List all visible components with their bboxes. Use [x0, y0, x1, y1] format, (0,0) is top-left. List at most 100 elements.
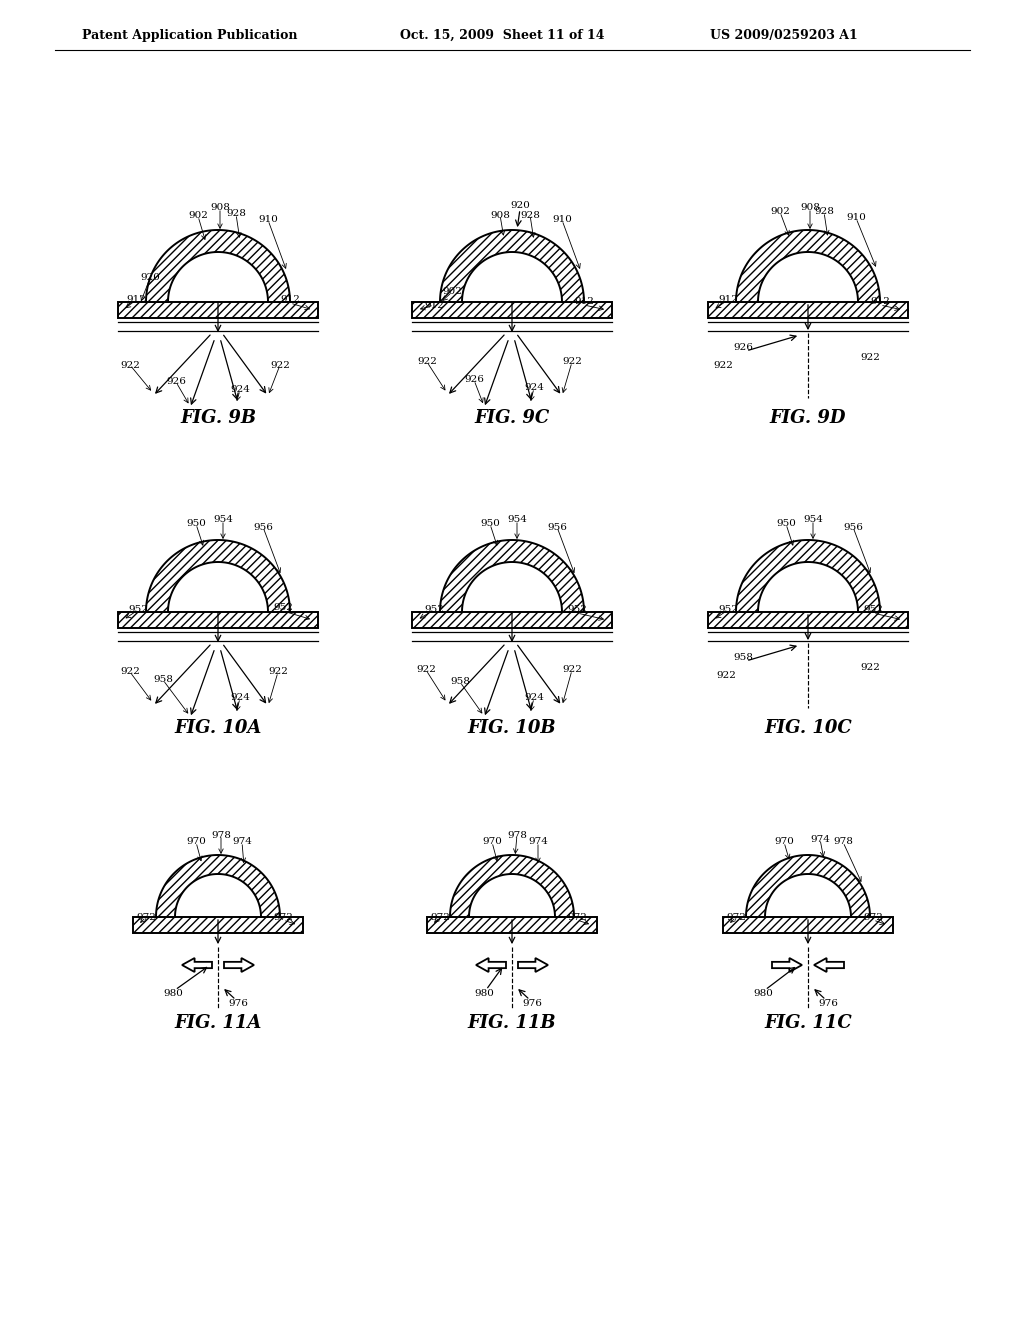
Text: 924: 924: [230, 385, 250, 395]
Text: 910: 910: [846, 214, 866, 223]
Polygon shape: [224, 958, 254, 972]
Text: FIG. 11B: FIG. 11B: [468, 1014, 556, 1032]
Text: 926: 926: [166, 378, 186, 387]
Bar: [708, 302, 908, 318]
Text: 922: 922: [860, 354, 880, 363]
Text: 974: 974: [232, 837, 252, 846]
Text: 972: 972: [567, 912, 587, 921]
Text: 902: 902: [188, 211, 208, 220]
Polygon shape: [736, 540, 880, 612]
Polygon shape: [182, 958, 212, 972]
Text: 958: 958: [733, 653, 753, 663]
Text: 922: 922: [860, 664, 880, 672]
Text: 902: 902: [770, 207, 790, 216]
Bar: [708, 612, 908, 628]
Text: 922: 922: [716, 672, 736, 681]
Text: FIG. 10C: FIG. 10C: [764, 719, 852, 737]
Text: 912: 912: [280, 296, 300, 305]
Text: 902: 902: [442, 288, 462, 297]
Text: 952: 952: [424, 606, 444, 615]
Text: 956: 956: [547, 523, 567, 532]
Text: 928: 928: [814, 207, 834, 216]
Text: 908: 908: [210, 203, 230, 213]
Text: 924: 924: [524, 384, 544, 392]
Text: 922: 922: [416, 665, 436, 675]
Polygon shape: [518, 958, 548, 972]
Text: 950: 950: [776, 520, 796, 528]
Text: 912: 912: [126, 296, 146, 305]
Text: 924: 924: [524, 693, 544, 702]
Text: 980: 980: [474, 989, 494, 998]
Text: 950: 950: [480, 520, 500, 528]
Text: 976: 976: [522, 998, 542, 1007]
Text: FIG. 10B: FIG. 10B: [468, 719, 556, 737]
Text: 912: 912: [718, 296, 738, 305]
Polygon shape: [476, 958, 506, 972]
Text: 958: 958: [153, 676, 173, 685]
Text: 926: 926: [733, 343, 753, 352]
Text: Patent Application Publication: Patent Application Publication: [82, 29, 298, 41]
Text: 972: 972: [273, 912, 293, 921]
Text: 910: 910: [258, 215, 278, 224]
Bar: [133, 917, 303, 933]
Text: 920: 920: [510, 202, 530, 210]
Text: 952: 952: [863, 606, 883, 615]
Bar: [118, 612, 318, 628]
Text: 980: 980: [753, 989, 773, 998]
Text: 952: 952: [567, 606, 587, 615]
Text: 922: 922: [120, 360, 140, 370]
Text: 928: 928: [520, 210, 540, 219]
Text: 978: 978: [507, 830, 527, 840]
Text: 952: 952: [718, 606, 738, 615]
Polygon shape: [440, 230, 584, 302]
Text: 912: 912: [574, 297, 594, 306]
Polygon shape: [450, 855, 574, 917]
Text: 978: 978: [834, 837, 853, 846]
Text: 922: 922: [120, 668, 140, 676]
Polygon shape: [736, 230, 880, 302]
Text: 928: 928: [226, 210, 246, 219]
Bar: [427, 917, 597, 933]
Text: 954: 954: [213, 516, 232, 524]
Text: 922: 922: [713, 362, 733, 371]
Polygon shape: [814, 958, 844, 972]
Text: 912: 912: [424, 301, 444, 309]
Text: 958: 958: [451, 677, 470, 686]
Text: 972: 972: [430, 912, 450, 921]
Text: 978: 978: [211, 830, 231, 840]
Text: 956: 956: [253, 523, 273, 532]
Text: 980: 980: [163, 989, 183, 998]
Text: 954: 954: [507, 516, 527, 524]
Polygon shape: [440, 540, 584, 612]
Polygon shape: [146, 540, 290, 612]
Text: FIG. 9D: FIG. 9D: [770, 409, 846, 426]
Bar: [412, 302, 612, 318]
Text: 952: 952: [273, 603, 293, 612]
Text: 922: 922: [268, 668, 288, 676]
Text: 956: 956: [843, 523, 863, 532]
Text: 910: 910: [552, 215, 572, 224]
Text: Oct. 15, 2009  Sheet 11 of 14: Oct. 15, 2009 Sheet 11 of 14: [400, 29, 604, 41]
Text: 954: 954: [803, 516, 823, 524]
Text: 972: 972: [136, 912, 156, 921]
Polygon shape: [156, 855, 280, 917]
Bar: [723, 917, 893, 933]
Text: 922: 922: [562, 665, 582, 675]
Polygon shape: [146, 230, 290, 302]
Text: FIG. 10A: FIG. 10A: [174, 719, 262, 737]
Text: FIG. 11A: FIG. 11A: [174, 1014, 262, 1032]
Text: 972: 972: [726, 912, 745, 921]
Text: 972: 972: [863, 912, 883, 921]
Text: 924: 924: [230, 693, 250, 702]
Text: 922: 922: [417, 358, 437, 367]
Text: 922: 922: [562, 358, 582, 367]
Text: 908: 908: [490, 210, 510, 219]
Text: 920: 920: [140, 273, 160, 282]
Text: US 2009/0259203 A1: US 2009/0259203 A1: [710, 29, 858, 41]
Text: FIG. 9B: FIG. 9B: [180, 409, 256, 426]
Text: 974: 974: [528, 837, 548, 846]
Text: 950: 950: [186, 520, 206, 528]
Text: 952: 952: [128, 606, 147, 615]
Text: 908: 908: [800, 203, 820, 213]
Text: 976: 976: [818, 998, 838, 1007]
